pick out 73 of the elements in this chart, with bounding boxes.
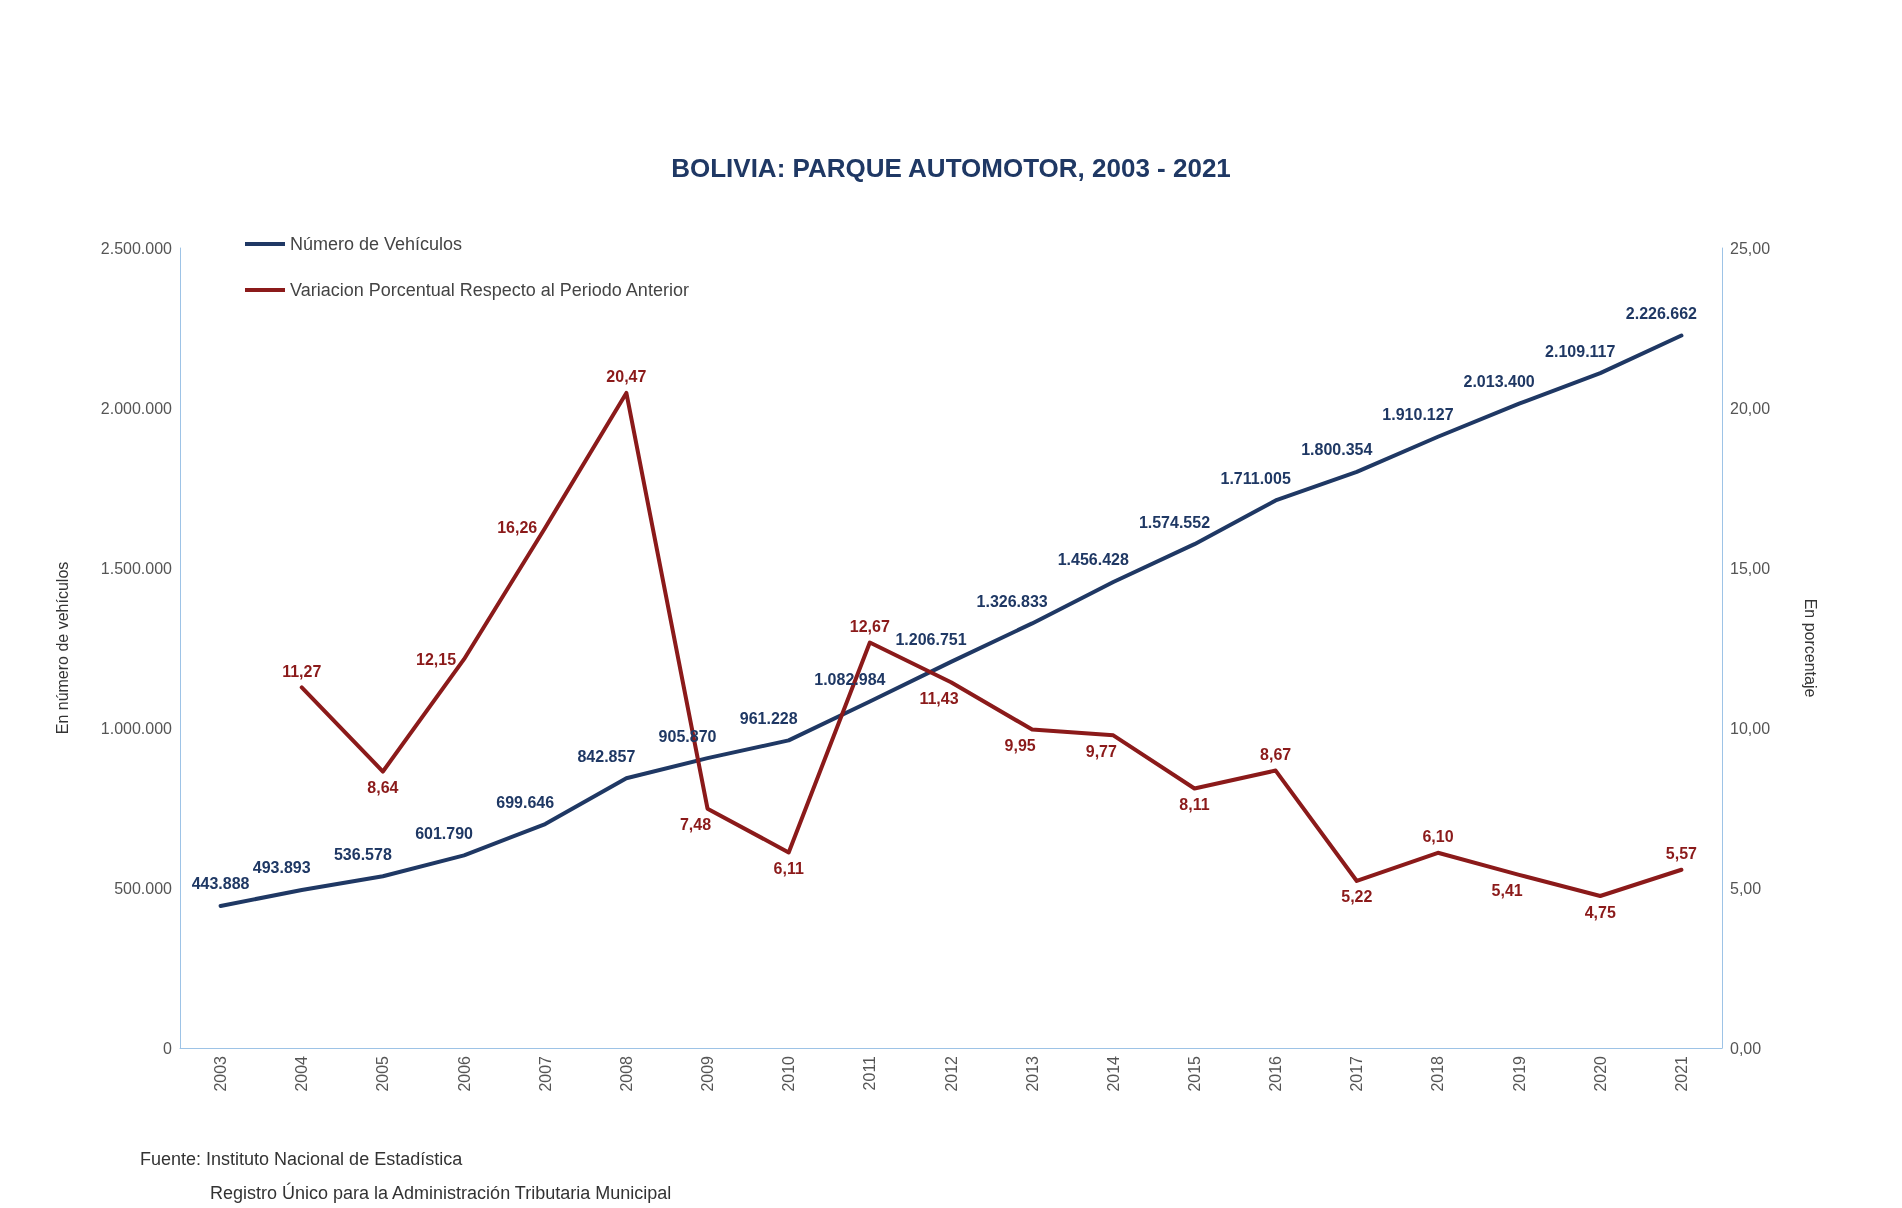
x-tick-label: 2006 — [455, 1055, 473, 1092]
data-label: 1.910.127 — [1382, 406, 1454, 424]
x-tick-label: 2010 — [780, 1055, 798, 1092]
x-tick-label: 2018 — [1429, 1055, 1447, 1092]
data-label: 8,64 — [367, 779, 399, 797]
data-label: 8,67 — [1260, 746, 1292, 764]
data-label: 1.206.751 — [895, 631, 967, 649]
data-label: 1.326.833 — [976, 592, 1048, 610]
data-label: 8,11 — [1179, 795, 1210, 813]
data-label: 12,67 — [849, 618, 890, 636]
chart-title: BOLIVIA: PARQUE AUTOMOTOR, 2003 - 2021 — [671, 153, 1231, 183]
data-label: 1.574.552 — [1138, 513, 1211, 531]
x-tick-label: 2012 — [942, 1055, 960, 1092]
data-label: 6,11 — [773, 859, 804, 877]
data-label: 2.226.662 — [1625, 304, 1698, 322]
y2-tick-label: 10,00 — [1730, 719, 1771, 737]
x-tick-label: 2020 — [1591, 1055, 1609, 1092]
data-label: 443.888 — [191, 875, 250, 893]
x-tick-label: 2011 — [861, 1055, 879, 1091]
x-tick-label: 2019 — [1510, 1055, 1528, 1092]
x-tick-label: 2015 — [1185, 1055, 1203, 1092]
data-label: 2.013.400 — [1463, 373, 1535, 391]
y-tick-label: 500.000 — [114, 879, 173, 897]
data-label: 5,41 — [1491, 882, 1523, 900]
x-tick-label: 2004 — [293, 1055, 311, 1092]
data-label: 20,47 — [606, 368, 647, 386]
data-label: 7,48 — [679, 816, 712, 834]
data-label: 5,57 — [1665, 845, 1698, 863]
data-label: 961.228 — [739, 709, 798, 727]
x-tick-label: 2017 — [1348, 1055, 1366, 1092]
data-label: 2.109.117 — [1545, 342, 1616, 360]
data-label: 12,15 — [416, 650, 457, 668]
data-label: 536.578 — [333, 845, 392, 863]
text: Registro Único para la Administración Tributaria Municipal — [210, 1182, 672, 1203]
y-tick-label: 2.500.000 — [100, 239, 173, 257]
y2-tick-label: 20,00 — [1730, 399, 1771, 417]
data-label: 5,22 — [1341, 888, 1373, 906]
data-label: 1.456.428 — [1057, 551, 1129, 569]
x-tick-label: 2014 — [1104, 1055, 1122, 1092]
x-tick-label: 2009 — [699, 1055, 717, 1092]
data-label: 601.790 — [415, 824, 474, 842]
x-tick-label: 2005 — [374, 1055, 392, 1092]
data-label: 699.646 — [496, 793, 555, 811]
data-label: 11,27 — [282, 662, 322, 680]
source-note: Fuente: Instituto Nacional de Estadística — [140, 1149, 464, 1169]
data-label: 493.893 — [252, 859, 311, 877]
data-label: 842.857 — [577, 747, 636, 765]
x-tick-label: 2008 — [617, 1055, 635, 1092]
legend-label: Variacion Porcentual Respecto al Periodo Anterior — [290, 280, 689, 300]
data-label: 1.711.005 — [1220, 469, 1291, 487]
y2-tick-label: 25,00 — [1730, 239, 1771, 257]
y-tick-label: 2.000.000 — [100, 399, 173, 417]
x-tick-label: 2016 — [1267, 1055, 1285, 1092]
legend-label: Número de Vehículos — [290, 234, 463, 254]
y-tick-label: 0 — [163, 1039, 173, 1057]
data-label: 11,43 — [919, 689, 959, 707]
data-label: 16,26 — [497, 519, 538, 537]
x-tick-label: 2013 — [1023, 1055, 1041, 1092]
y-tick-label: 1.500.000 — [100, 559, 173, 577]
y2-tick-label: 5,00 — [1730, 879, 1762, 897]
y2-axis-title: En porcentaje — [1801, 598, 1819, 698]
y-tick-label: 1.000.000 — [100, 719, 173, 737]
x-tick-label: 2021 — [1672, 1055, 1690, 1092]
y2-tick-label: 15,00 — [1730, 559, 1771, 577]
x-tick-label: 2003 — [212, 1055, 230, 1092]
data-label: 9,95 — [1004, 737, 1036, 755]
data-label: 6,10 — [1422, 828, 1454, 846]
data-label: 4,75 — [1584, 903, 1616, 921]
data-label: 1.800.354 — [1301, 441, 1373, 459]
x-tick-label: 2007 — [536, 1055, 554, 1092]
y-axis-title: En número de vehículos — [53, 561, 71, 735]
y2-tick-label: 0,00 — [1730, 1039, 1762, 1057]
data-label: 9,77 — [1085, 742, 1117, 760]
